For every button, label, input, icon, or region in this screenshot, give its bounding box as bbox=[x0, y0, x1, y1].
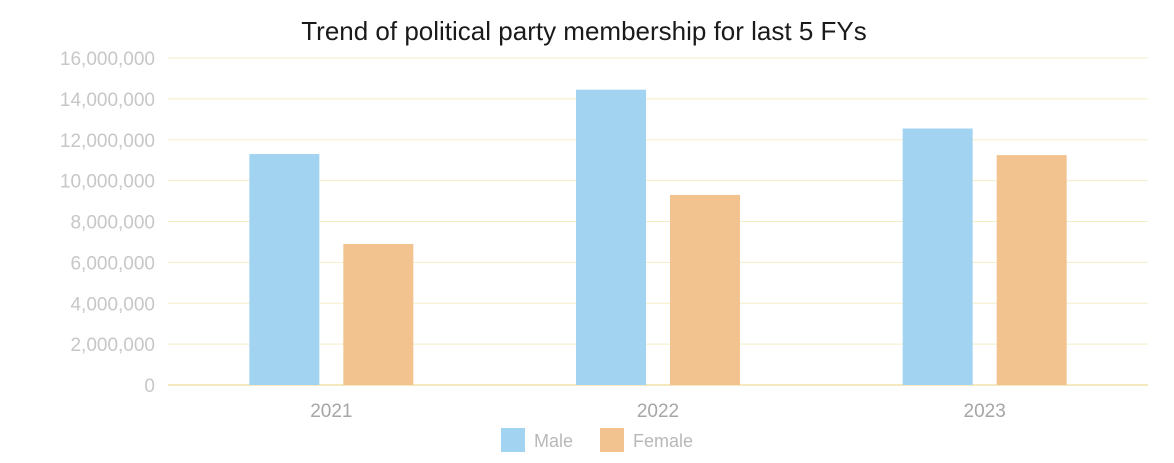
y-axis-tick-labels: 0 2,000,000 4,000,000 6,000,000 8,000,000 10,… bbox=[60, 49, 155, 397]
y-tick-label: 8,000,000 bbox=[70, 213, 155, 234]
bar-female-2022 bbox=[670, 194, 740, 385]
chart-title: Trend of political party membership for … bbox=[301, 16, 866, 46]
x-tick-label: 2022 bbox=[637, 401, 679, 422]
bar-female-2021 bbox=[343, 243, 414, 385]
y-tick-label: 6,000,000 bbox=[70, 253, 155, 274]
legend-label: Female bbox=[633, 431, 693, 451]
y-tick-label: 4,000,000 bbox=[70, 294, 155, 315]
legend-swatch bbox=[600, 428, 624, 452]
x-tick-label: 2023 bbox=[964, 401, 1006, 422]
x-tick-label: 2021 bbox=[310, 401, 352, 422]
legend-swatch bbox=[501, 428, 525, 452]
y-tick-label: 0 bbox=[144, 376, 155, 397]
bar-female-2023 bbox=[996, 155, 1067, 385]
legend-item-female: Female bbox=[600, 428, 693, 452]
y-tick-label: 12,000,000 bbox=[60, 131, 155, 152]
x-axis-tick-labels: 2021 2022 2023 bbox=[310, 401, 1006, 422]
y-tick-label: 2,000,000 bbox=[70, 335, 155, 356]
bar-male-2021 bbox=[249, 154, 320, 385]
bar-male-2023 bbox=[902, 128, 973, 385]
y-tick-label: 10,000,000 bbox=[60, 172, 155, 193]
legend-item-male: Male bbox=[501, 428, 573, 452]
gridlines bbox=[168, 57, 1148, 386]
y-tick-label: 16,000,000 bbox=[60, 49, 155, 70]
bars bbox=[249, 89, 1067, 385]
legend: Male Female bbox=[501, 428, 693, 452]
legend-label: Male bbox=[534, 431, 573, 451]
bar-male-2022 bbox=[576, 89, 646, 385]
y-tick-label: 14,000,000 bbox=[60, 90, 155, 111]
